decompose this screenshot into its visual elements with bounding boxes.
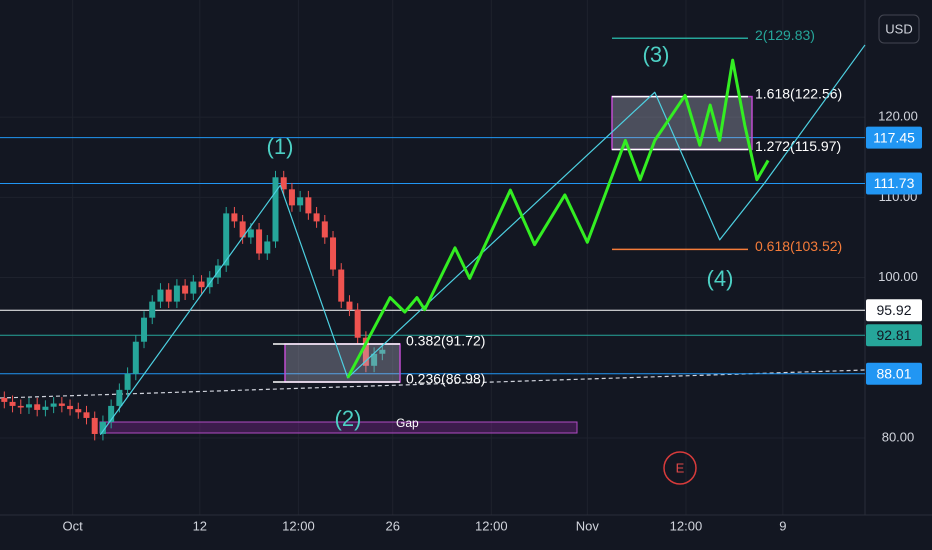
fib-label: 1.272(115.97): [755, 138, 841, 154]
price-tag: [866, 324, 922, 347]
candle-body: [99, 421, 106, 434]
candle-body: [313, 213, 320, 222]
candle-body: [198, 281, 205, 288]
candle-body: [182, 285, 189, 294]
y-tick-label: 80.00: [882, 429, 915, 444]
price-tag-label: 88.01: [876, 365, 911, 381]
x-tick-label: Oct: [63, 518, 84, 533]
y-tick-label: 100.00: [878, 269, 918, 284]
candle-body: [34, 404, 41, 410]
fib-label: 2(129.83): [755, 27, 815, 43]
fib-label: 1.618(122.56): [755, 85, 842, 101]
candle-body: [280, 177, 287, 190]
candle-body: [124, 373, 131, 390]
candle-body: [346, 301, 353, 310]
event-label: E: [676, 460, 685, 475]
price-tag-label: 117.45: [873, 129, 915, 145]
candle-body: [305, 197, 312, 214]
candle-body: [25, 404, 32, 408]
candle-body: [83, 412, 90, 418]
candle-body: [288, 189, 295, 206]
fib-box: [611, 95, 753, 151]
price-tag: [866, 299, 922, 322]
candle-body: [354, 309, 361, 338]
candle-body: [362, 337, 369, 366]
candle-body: [50, 403, 57, 407]
candle-body: [91, 417, 98, 434]
candle-body: [67, 405, 74, 410]
price-tag: [866, 126, 922, 149]
currency-button[interactable]: [878, 14, 920, 44]
x-tick-label: 9: [779, 518, 786, 533]
gap-label: Gap: [396, 416, 419, 430]
candle-body: [371, 353, 378, 366]
candle-body: [231, 213, 238, 222]
candle-body: [330, 237, 337, 270]
fib-label: 0.618(103.52): [755, 238, 842, 254]
wave-line: [99, 44, 866, 436]
fib-label: 0.236(86.98): [406, 371, 485, 387]
price-tag: [866, 172, 922, 195]
candle-body: [264, 241, 271, 254]
wave-label: (1): [267, 134, 294, 159]
candle-body: [149, 301, 156, 318]
candle-body: [157, 289, 164, 302]
currency-label: USD: [885, 21, 912, 36]
x-tick-label: 12: [193, 518, 207, 533]
candle-body: [108, 405, 115, 422]
x-tick-label: 12:00: [670, 518, 703, 533]
candle-body: [338, 269, 345, 302]
wave-label: (2): [335, 406, 362, 431]
candle-body: [132, 341, 139, 374]
fib-label: 0.382(91.72): [406, 333, 485, 349]
candle-body: [379, 349, 386, 354]
candle-body: [256, 229, 263, 254]
x-tick-label: 12:00: [475, 518, 508, 533]
candle-body: [75, 409, 82, 413]
x-tick-label: 12:00: [282, 518, 315, 533]
price-tag-label: 111.73: [874, 175, 915, 191]
candle-body: [141, 317, 148, 342]
price-tag-label: 95.92: [876, 302, 911, 318]
x-tick-label: 26: [385, 518, 399, 533]
candle-body: [190, 281, 197, 294]
candle-body: [239, 221, 246, 238]
candle-body: [223, 213, 230, 266]
trend-line: [0, 369, 866, 399]
candle-body: [297, 197, 304, 206]
price-tag-label: 92.81: [876, 327, 911, 343]
candle-body: [247, 229, 254, 238]
event-marker: [663, 451, 697, 485]
candle-body: [58, 403, 65, 406]
wave-label: (3): [643, 42, 670, 67]
grid: [0, 0, 865, 515]
candle-body: [165, 289, 172, 302]
x-tick-label: Nov: [576, 518, 600, 533]
candle-body: [9, 401, 16, 406]
price-tag: [866, 362, 922, 385]
wave-label: (4): [707, 266, 734, 291]
candle-body: [116, 389, 123, 406]
y-tick-label: 120.00: [878, 109, 918, 124]
candle-body: [321, 221, 328, 238]
candle-body: [42, 406, 49, 410]
candle-body: [173, 285, 180, 302]
candle-body: [272, 177, 279, 242]
candle-body: [1, 397, 8, 402]
candle-body: [17, 405, 24, 408]
projection-line: [346, 58, 770, 379]
